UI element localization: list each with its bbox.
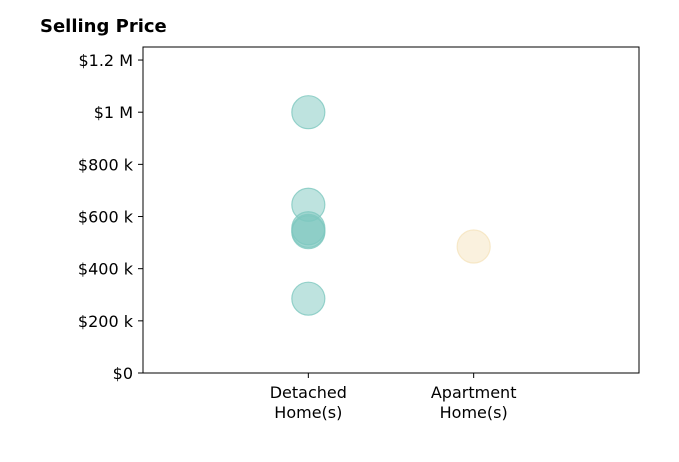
plot-area: $0 $200 k $400 k $600 k $800 k $1 M $1.2 M Deta… (78, 46, 640, 422)
y-tick-label: $1 M (94, 103, 133, 122)
data-point (456, 229, 491, 264)
y-tick-label: $0 (113, 364, 133, 383)
data-point (291, 95, 326, 130)
chart-title: Selling Price (40, 16, 167, 37)
data-point (291, 215, 326, 250)
axes-frame (142, 46, 640, 374)
data-point (291, 281, 326, 316)
y-tick-label: $600 k (78, 208, 134, 227)
y-tick-label: $1.2 M (78, 51, 133, 70)
y-tick-label: $200 k (78, 312, 134, 331)
x-tick-label: Detached Home(s) (270, 383, 347, 422)
y-tick-label: $800 k (78, 155, 134, 174)
x-tick-label: Apartment Home(s) (431, 383, 517, 422)
y-tick-label: $400 k (78, 260, 134, 279)
